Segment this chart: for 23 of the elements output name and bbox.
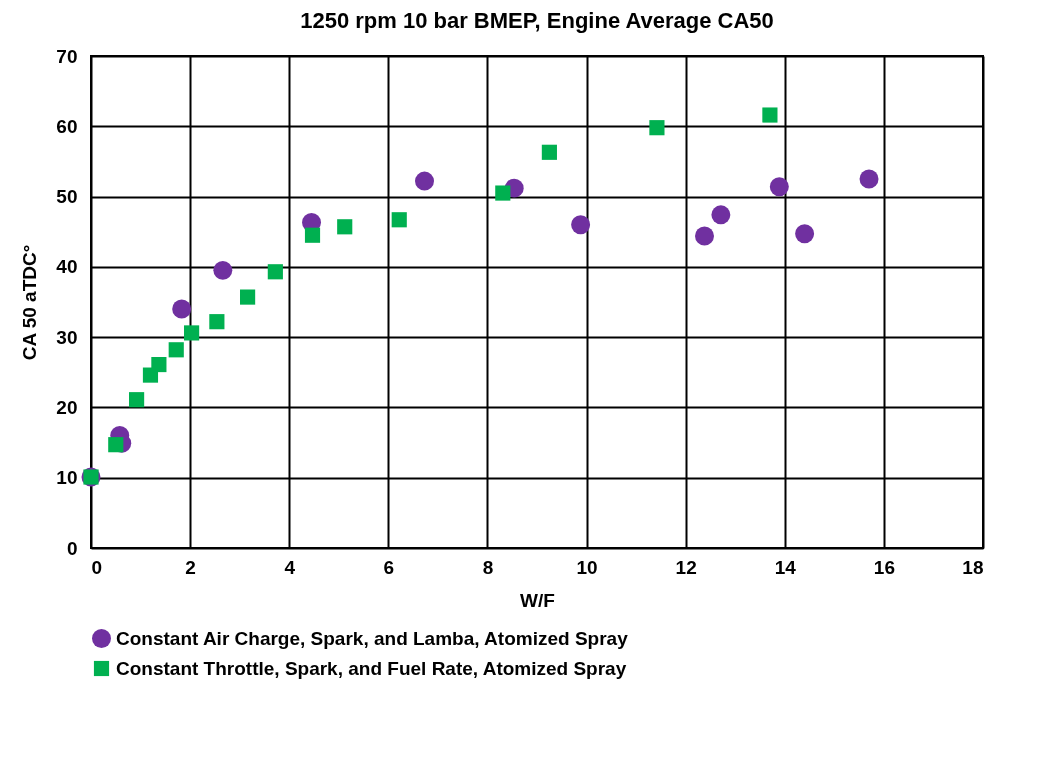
- y-tick-label: 60: [56, 115, 78, 137]
- x-tick-label: 10: [576, 556, 598, 578]
- y-tick-label: 20: [56, 396, 78, 418]
- y-tick-label: 50: [56, 186, 78, 208]
- x-tick-label: 8: [482, 556, 494, 578]
- x-tick-label: 16: [873, 556, 895, 578]
- x-tick-label: 12: [675, 556, 697, 578]
- y-tick-label: 70: [56, 45, 78, 67]
- x-tick-label: 6: [383, 556, 395, 578]
- y-tick-label: 30: [56, 326, 78, 348]
- y-axis-title: CA 50 aTDC°: [19, 244, 41, 361]
- y-tick-label: 40: [56, 256, 78, 278]
- x-tick-label: 2: [185, 556, 196, 578]
- legend-label: Constant Air Charge, Spark, and Lamba, Atomized Spray: [116, 627, 629, 649]
- x-axis-title: W/F: [520, 589, 555, 611]
- x-tick-label: 0: [91, 556, 103, 578]
- x-tick-label: 14: [774, 556, 797, 578]
- y-tick-label: 10: [56, 467, 78, 489]
- chart-title: 1250 rpm 10 bar BMEP, Engine Average CA50: [300, 8, 774, 33]
- x-tick-label: 4: [284, 556, 296, 578]
- x-tick-label: 18: [962, 556, 984, 578]
- legend-label: Constant Throttle, Spark, and Fuel Rate, Atomized Spray: [116, 657, 627, 679]
- y-tick-label: 0: [66, 537, 78, 559]
